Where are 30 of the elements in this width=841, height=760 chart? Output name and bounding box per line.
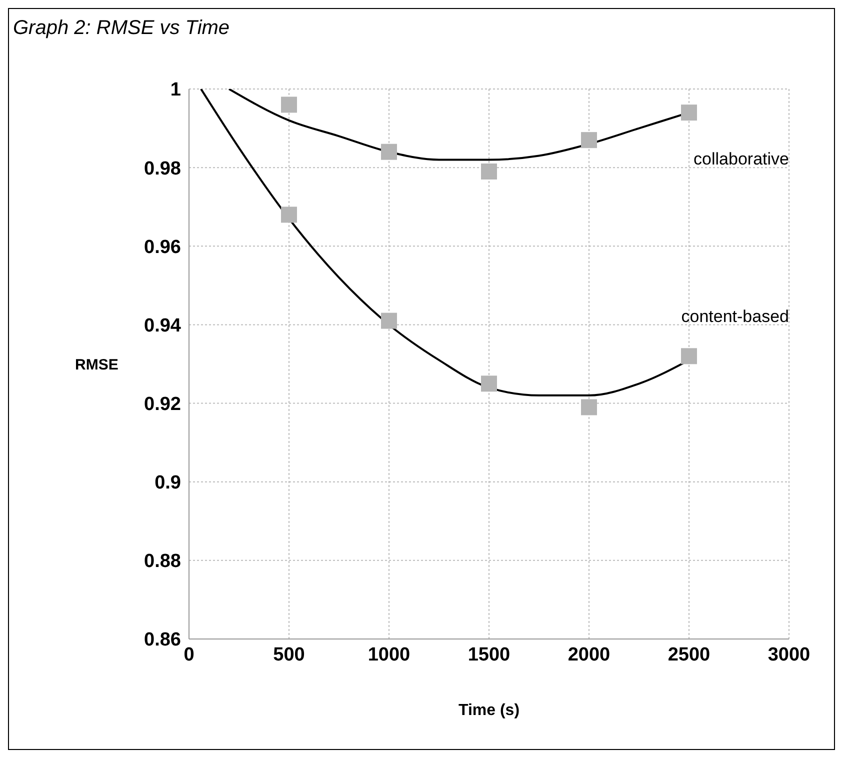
point <box>681 348 697 364</box>
y-tick-label: 0.88 <box>144 551 181 572</box>
x-tick-label: 1000 <box>368 644 410 666</box>
x-tick-label: 2000 <box>568 644 610 666</box>
point <box>481 164 497 180</box>
text: collaborative <box>694 150 789 169</box>
x-tick-label: 2500 <box>668 644 710 666</box>
point <box>481 376 497 392</box>
x-tick-label: 1500 <box>468 644 510 666</box>
y-tick-label: 0.96 <box>144 236 181 258</box>
y-tick-label: 0.94 <box>144 315 182 336</box>
point <box>581 132 597 148</box>
x-axis-title: Time (s) <box>458 702 520 719</box>
point <box>281 96 297 113</box>
y-tick-label: 0.86 <box>144 630 181 651</box>
point <box>281 206 297 223</box>
point <box>581 399 597 416</box>
point <box>381 144 397 160</box>
y-tick-label: 0.9 <box>154 472 181 494</box>
text: content-based <box>681 307 789 326</box>
x-tick-label: 500 <box>273 644 305 666</box>
y-tick-label: 1 <box>170 80 182 101</box>
x-tick-label: 0 <box>184 644 194 666</box>
point <box>381 312 397 329</box>
point <box>681 104 697 121</box>
x-tick-label: 3000 <box>768 644 810 666</box>
y-tick-label: 0.98 <box>144 158 181 180</box>
chart-title: Graph 2: RMSE vs Time <box>13 17 230 40</box>
y-tick-label: 0.92 <box>144 394 181 416</box>
y-axis-title: RMSE <box>75 356 118 374</box>
